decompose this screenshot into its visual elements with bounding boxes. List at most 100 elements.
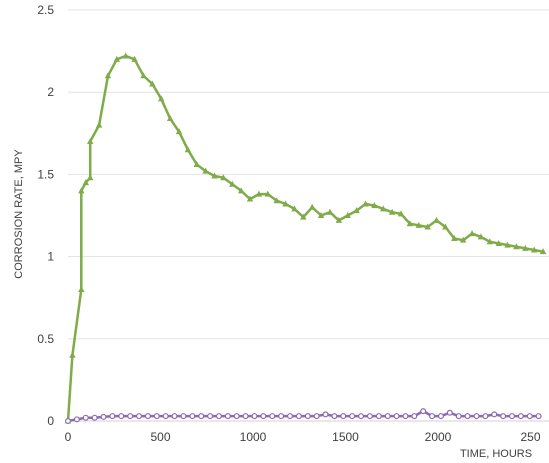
data-point	[127, 413, 134, 420]
data-point	[202, 167, 209, 174]
data-point	[193, 161, 200, 168]
data-point	[420, 408, 427, 415]
data-point	[87, 138, 94, 145]
data-point	[273, 197, 280, 204]
y-tick-label: 1	[47, 250, 54, 264]
data-point	[539, 248, 547, 255]
data-point	[384, 413, 391, 420]
x-axis-title: TIME, HOURS	[460, 448, 532, 460]
data-point	[215, 413, 222, 420]
data-point	[335, 216, 343, 223]
data-point	[251, 413, 258, 420]
data-point	[295, 413, 302, 420]
data-point	[211, 172, 218, 179]
data-point	[136, 413, 143, 420]
data-point	[322, 411, 329, 418]
y-tick-label: 1.5	[37, 167, 54, 181]
data-point	[184, 146, 192, 153]
data-point	[411, 413, 418, 420]
data-point	[331, 413, 338, 420]
data-point	[349, 413, 356, 420]
data-point	[189, 413, 196, 420]
data-point	[317, 212, 325, 218]
data-point	[166, 115, 174, 122]
data-point	[78, 187, 85, 194]
data-point	[446, 409, 453, 416]
series-1	[64, 52, 547, 424]
data-point	[397, 210, 405, 217]
data-point	[144, 413, 151, 420]
data-point	[113, 55, 121, 62]
data-point	[526, 413, 533, 420]
data-point	[282, 200, 289, 207]
data-point	[340, 413, 347, 420]
data-point	[300, 213, 307, 220]
data-point	[109, 413, 116, 420]
data-point	[82, 179, 89, 186]
x-tick-label: 0	[65, 430, 72, 444]
data-point	[513, 243, 520, 250]
data-point	[500, 413, 507, 420]
data-point	[415, 221, 422, 228]
data-point	[140, 72, 147, 79]
data-point	[87, 174, 94, 181]
data-point	[220, 174, 227, 181]
data-point	[406, 220, 414, 227]
data-point	[375, 413, 382, 420]
data-point	[171, 413, 178, 420]
data-point	[455, 413, 462, 420]
data-point	[91, 414, 98, 421]
data-point	[255, 190, 263, 197]
data-point	[291, 205, 298, 212]
data-point	[509, 413, 516, 420]
data-point	[393, 413, 400, 420]
data-point	[287, 413, 294, 420]
data-point	[180, 413, 187, 420]
data-point	[122, 52, 129, 59]
data-point	[309, 203, 316, 210]
y-axis-title: CORROSION RATE, MPY	[13, 149, 25, 279]
data-point	[153, 413, 160, 420]
data-point	[531, 246, 538, 253]
data-point	[477, 233, 485, 240]
data-point	[131, 55, 138, 62]
x-tick-label: 500	[150, 430, 170, 444]
data-point	[402, 413, 409, 420]
data-point	[366, 413, 373, 420]
y-tick-labels: 0 0.5 1 1.5 2 2.5	[37, 3, 54, 428]
data-point	[433, 216, 440, 223]
data-point	[362, 200, 369, 207]
data-point	[371, 202, 378, 209]
data-point	[491, 411, 498, 418]
data-point	[118, 413, 125, 420]
series-line	[66, 54, 544, 422]
y-tick-label: 0.5	[37, 332, 54, 346]
data-point	[237, 187, 245, 194]
data-point	[358, 413, 365, 420]
data-point	[100, 413, 107, 420]
data-point	[535, 413, 542, 420]
data-point	[229, 180, 236, 187]
data-point	[82, 414, 89, 421]
data-point	[198, 413, 205, 420]
data-point	[158, 95, 165, 102]
data-point	[344, 212, 351, 218]
data-point	[504, 241, 511, 248]
y-tick-label: 0	[47, 414, 54, 428]
data-point	[224, 413, 231, 420]
data-point	[313, 413, 320, 420]
x-tick-labels: 0 500 1000 1500 2000 250	[65, 430, 541, 444]
data-point	[207, 413, 214, 420]
data-point	[95, 121, 103, 128]
data-point	[473, 413, 480, 420]
data-point	[486, 238, 493, 245]
data-point	[522, 244, 529, 251]
x-tick-label: 2000	[425, 430, 452, 444]
series-2	[64, 408, 542, 425]
data-point	[482, 413, 489, 420]
data-point	[326, 208, 334, 215]
data-point	[388, 208, 396, 215]
data-point	[451, 235, 458, 242]
data-point	[260, 413, 267, 420]
